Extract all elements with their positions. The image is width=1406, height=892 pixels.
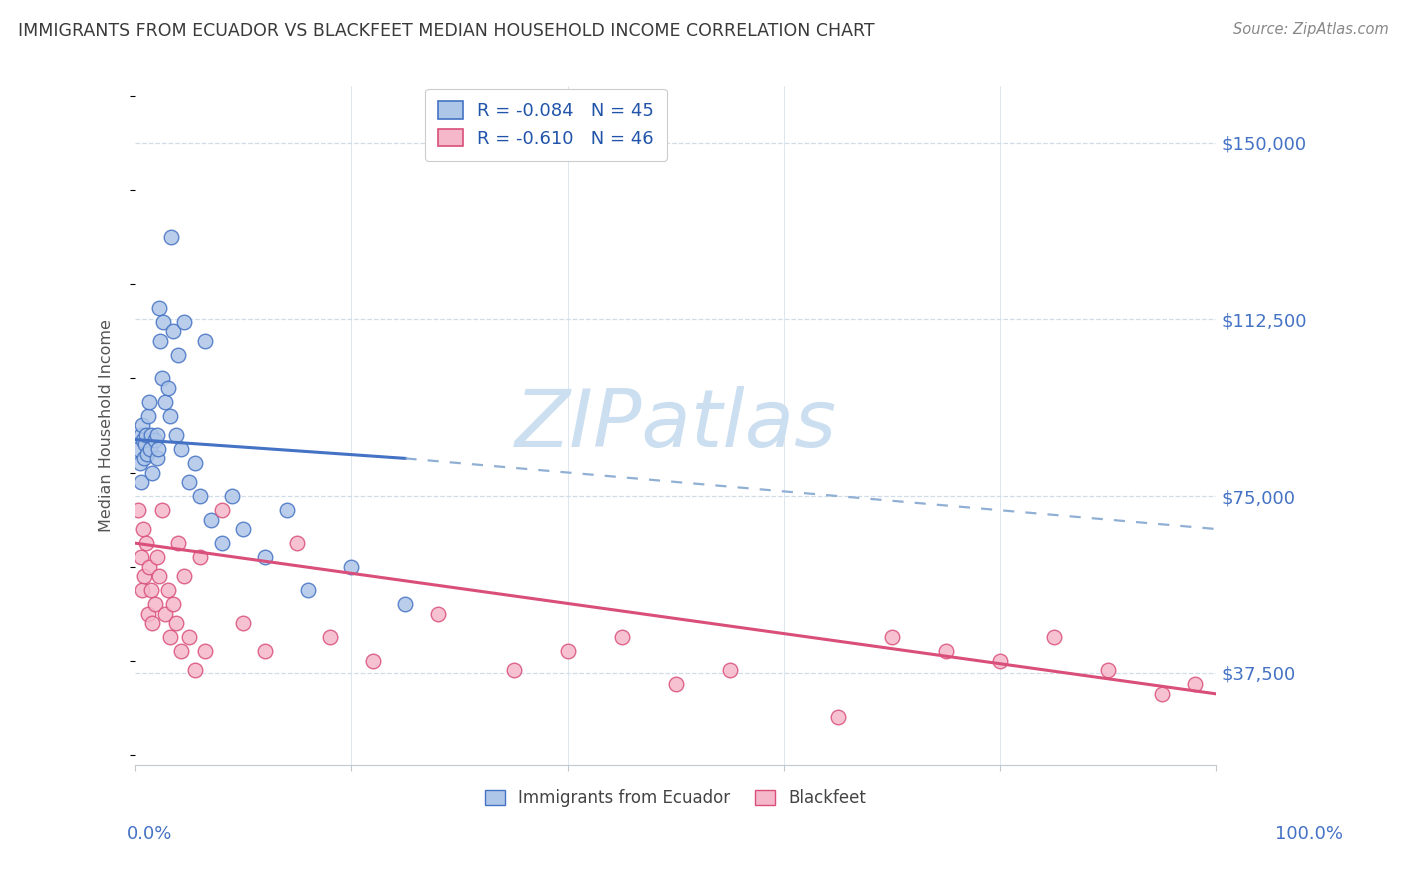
Point <box>183 663 205 677</box>
Point <box>135 536 157 550</box>
Point <box>136 607 159 621</box>
Point <box>141 583 163 598</box>
Point <box>129 475 152 489</box>
Point <box>129 428 152 442</box>
Point <box>156 583 179 598</box>
Point <box>141 428 163 442</box>
Point <box>150 371 173 385</box>
Point <box>718 663 741 677</box>
Point <box>297 583 319 598</box>
Point <box>394 598 416 612</box>
Point <box>179 631 201 645</box>
Point <box>188 489 211 503</box>
Point <box>253 550 276 565</box>
Point <box>426 607 449 621</box>
Point <box>221 489 243 503</box>
Point <box>194 334 217 348</box>
Point <box>165 616 187 631</box>
Point <box>162 598 184 612</box>
Point <box>159 409 181 423</box>
Text: Source: ZipAtlas.com: Source: ZipAtlas.com <box>1233 22 1389 37</box>
Point <box>211 536 233 550</box>
Point <box>146 451 169 466</box>
Point <box>156 381 179 395</box>
Point <box>173 315 195 329</box>
Point <box>188 550 211 565</box>
Point <box>557 644 579 658</box>
Point <box>361 654 384 668</box>
Point <box>988 654 1011 668</box>
Point <box>129 550 152 565</box>
Text: 100.0%: 100.0% <box>1275 825 1343 843</box>
Point <box>276 503 298 517</box>
Point <box>146 428 169 442</box>
Point <box>173 569 195 583</box>
Y-axis label: Median Household Income: Median Household Income <box>100 319 114 532</box>
Point <box>165 428 187 442</box>
Point <box>141 616 163 631</box>
Point <box>136 447 159 461</box>
Point <box>139 442 162 456</box>
Point <box>136 409 159 423</box>
Point <box>162 324 184 338</box>
Point <box>132 569 155 583</box>
Point <box>194 644 217 658</box>
Point <box>131 583 153 598</box>
Text: ZIPatlas: ZIPatlas <box>515 386 837 465</box>
Text: 0.0%: 0.0% <box>127 825 172 843</box>
Point <box>665 677 688 691</box>
Point <box>127 442 149 456</box>
Point <box>138 559 160 574</box>
Point <box>159 631 181 645</box>
Point <box>148 569 170 583</box>
Point <box>502 663 524 677</box>
Point <box>340 559 363 574</box>
Text: IMMIGRANTS FROM ECUADOR VS BLACKFEET MEDIAN HOUSEHOLD INCOME CORRELATION CHART: IMMIGRANTS FROM ECUADOR VS BLACKFEET MED… <box>18 22 875 40</box>
Point <box>827 710 849 724</box>
Point <box>143 433 166 447</box>
Point <box>169 442 191 456</box>
Point <box>160 230 183 244</box>
Point <box>1097 663 1119 677</box>
Point <box>141 466 163 480</box>
Point <box>132 433 155 447</box>
Point <box>134 437 156 451</box>
Point <box>1184 677 1206 691</box>
Point <box>135 428 157 442</box>
Point <box>211 503 233 517</box>
Point <box>138 395 160 409</box>
Point <box>155 395 177 409</box>
Point <box>155 607 177 621</box>
Point <box>128 456 150 470</box>
Point <box>127 503 149 517</box>
Legend: Immigrants from Ecuador, Blackfeet: Immigrants from Ecuador, Blackfeet <box>478 782 873 814</box>
Point <box>132 522 155 536</box>
Point <box>183 456 205 470</box>
Point <box>1043 631 1066 645</box>
Point <box>319 631 342 645</box>
Point <box>232 616 254 631</box>
Point <box>146 442 169 456</box>
Point <box>149 334 172 348</box>
Point <box>610 631 633 645</box>
Point <box>143 598 166 612</box>
Point <box>285 536 308 550</box>
Point <box>131 418 153 433</box>
Point <box>150 503 173 517</box>
Point <box>152 315 174 329</box>
Point <box>167 348 190 362</box>
Point <box>232 522 254 536</box>
Point <box>146 550 169 565</box>
Point <box>880 631 903 645</box>
Point <box>167 536 190 550</box>
Point <box>179 475 201 489</box>
Point <box>253 644 276 658</box>
Point <box>169 644 191 658</box>
Point <box>935 644 957 658</box>
Point <box>200 513 222 527</box>
Point <box>148 301 170 315</box>
Point <box>132 451 155 466</box>
Point <box>1152 687 1174 701</box>
